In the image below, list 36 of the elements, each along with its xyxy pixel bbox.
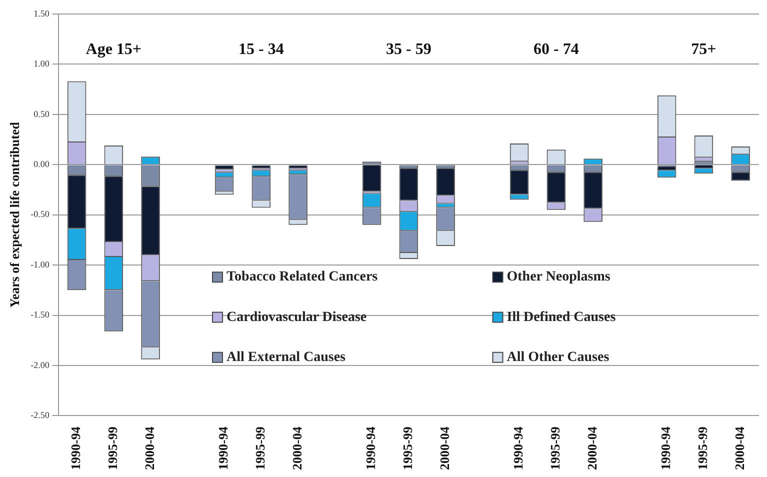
legend-label: Ill Defined Causes [506, 310, 616, 325]
y-tick-label: 1.00 [34, 58, 50, 69]
annotation: Age 15+ [86, 41, 142, 58]
x-tick-label: 2000-04 [289, 426, 304, 470]
legend-label: Tobacco Related Cancers [226, 270, 378, 285]
legend-label: All Other Causes [506, 350, 610, 366]
annotation: 75+ [691, 41, 716, 58]
x-tick-label: 2000-04 [732, 426, 747, 470]
annotation: 60 - 74 [534, 41, 579, 58]
legend-label: Other Neoplasms [506, 270, 611, 285]
y-tick-label: -2.00 [30, 360, 50, 370]
y-axis-title: Years of expected life contributed [7, 121, 22, 308]
annotation: 15 - 34 [238, 41, 284, 58]
x-tick-label: 1995-99 [400, 426, 416, 470]
y-tick-label: 0.50 [34, 108, 50, 119]
y-tick-label: -1.00 [30, 259, 50, 270]
legend-label: Cardiovascular Disease [226, 310, 367, 325]
y-tick-label: -0.50 [30, 209, 50, 220]
x-tick-label: 1990-94 [68, 426, 84, 470]
y-tick-label: -2.50 [30, 410, 50, 420]
x-tick-label: 2000-04 [584, 426, 600, 470]
x-tick-label: 2000-04 [436, 426, 452, 470]
x-tick-label: 1990-94 [363, 426, 378, 470]
x-tick-label: 1995-99 [252, 426, 268, 470]
x-tick-label: 1990-94 [658, 426, 674, 470]
x-tick-label: 1990-94 [510, 426, 526, 470]
x-tick-label: 1995-99 [695, 426, 710, 470]
x-tick-label: 2000-04 [142, 426, 157, 470]
x-tick-label: 1995-99 [548, 426, 563, 470]
y-tick-label: 1.50 [34, 8, 50, 18]
x-tick-label: 1995-99 [105, 426, 120, 470]
x-tick-label: 1990-94 [216, 426, 231, 470]
y-tick-label: -1.50 [30, 310, 50, 320]
annotation: 35 - 59 [386, 41, 432, 58]
y-tick-label: 0.00 [34, 158, 50, 169]
legend-label: All External Causes [226, 350, 346, 366]
